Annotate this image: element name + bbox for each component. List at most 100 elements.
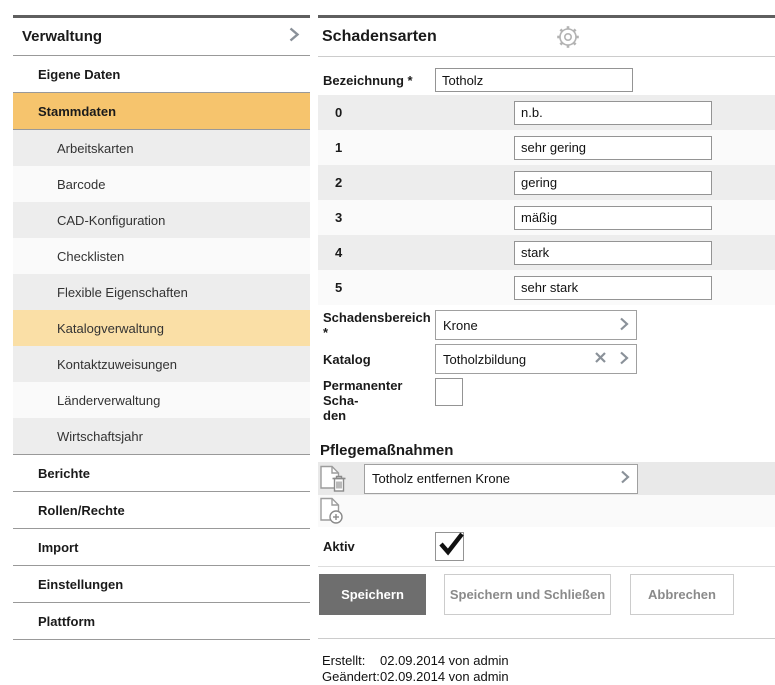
pflegemassnahme-row: Totholz entfernen Krone [318,462,775,495]
scale-level-label: 1 [335,140,343,155]
scale-0-input[interactable] [514,100,712,125]
created-row: Erstellt: 02.09.2014 von admin [322,653,775,669]
sidebar-item-rollen-rechte[interactable]: Rollen/Rechte [13,492,310,529]
permanenter-schaden-checkbox[interactable] [435,378,463,406]
sidebar-item-label: Einstellungen [38,576,124,592]
modified-label: Geändert: [322,669,380,684]
sidebar-item-berichte[interactable]: Berichte [13,455,310,492]
sidebar-item-import[interactable]: Import [13,529,310,566]
schadensbereich-row: Schadensbereich * Krone [318,310,775,340]
delete-document-icon[interactable] [319,464,349,494]
sidebar-item-label: Flexible Eigenschaften [57,284,188,300]
aktiv-checkbox[interactable] [435,531,464,561]
schadensbereich-select[interactable]: Krone [435,310,637,340]
pflegemassnahmen-header: Pflegemaßnahmen [320,442,454,459]
pflegemassnahme-value: Totholz entfernen Krone [372,471,511,486]
sidebar-item-label: Rollen/Rechte [38,502,125,518]
pflegemassnahme-select[interactable]: Totholz entfernen Krone [364,463,638,494]
sidebar-item-plattform[interactable]: Plattform [13,603,310,640]
page-title: Schadensarten [322,28,437,45]
sidebar-top-border [13,15,310,18]
sidebar-item-flexible-eigenschaften[interactable]: Flexible Eigenschaften [13,274,310,310]
sidebar-item-stammdaten[interactable]: Stammdaten [13,93,310,130]
sidebar-item-eigene-daten[interactable]: Eigene Daten [13,56,310,93]
bezeichnung-input[interactable] [435,68,633,92]
sidebar-item-label: Import [38,539,79,555]
katalog-value: Totholzbildung [443,351,527,367]
modified-row: Geändert: 02.09.2014 von admin [322,669,775,685]
clear-icon[interactable] [594,351,607,367]
permanenter-schaden-row: Permanenter Scha- den [318,378,775,423]
chevron-right-icon[interactable] [619,317,629,334]
panel-top-border [318,15,775,18]
sidebar-item-label: Barcode [57,176,106,192]
sidebar-item-laenderverwaltung[interactable]: Länderverwaltung [13,382,310,418]
pflegemassnahme-add-row [318,495,775,527]
panel-header: Schadensarten [318,18,775,57]
scale-row-4: 4 [318,235,775,270]
scale-5-input[interactable] [514,275,712,300]
chevron-right-icon[interactable] [619,351,629,368]
scale-row-0: 0 [318,95,775,130]
save-and-close-button[interactable]: Speichern und Schließen [444,574,611,615]
scale-level-label: 0 [335,105,343,120]
sidebar-item-label: Stammdaten [38,103,117,119]
sidebar-item-label: Eigene Daten [38,66,121,82]
schadensbereich-label: Schadensbereich * [323,310,431,340]
chevron-right-icon[interactable] [620,470,630,487]
sidebar-item-label: Checklisten [57,248,125,264]
created-label: Erstellt: [322,653,366,668]
sidebar-item-label: Kontaktzuweisungen [57,356,177,372]
permanenter-schaden-label: Permanenter Scha- den [323,378,403,423]
divider [318,566,775,567]
add-document-icon[interactable] [319,496,349,526]
scale-row-5: 5 [318,270,775,305]
sidebar-item-label: Plattform [38,613,96,629]
scale-2-input[interactable] [514,170,712,195]
katalog-label: Katalog [323,351,371,367]
scale-3-input[interactable] [514,205,712,230]
sidebar-item-checklisten[interactable]: Checklisten [13,238,310,274]
bezeichnung-row: Bezeichnung * [318,65,775,95]
scale-row-3: 3 [318,200,775,235]
audit-info: Erstellt: 02.09.2014 von admin Geändert:… [318,653,775,685]
modified-value: 02.09.2014 von admin [380,669,509,684]
sidebar-item-label: Katalogverwaltung [57,320,164,336]
scale-4-input[interactable] [514,240,712,265]
button-bar: Speichern Speichern und Schließen Abbrec… [318,574,775,615]
scale-level-label: 2 [335,175,343,190]
sidebar-item-katalogverwaltung[interactable]: Katalogverwaltung [13,310,310,346]
sidebar-item-label: Arbeitskarten [57,140,134,156]
aktiv-label: Aktiv [323,538,355,554]
aktiv-row: Aktiv [318,531,775,561]
sidebar: Verwaltung Eigene Daten Stammdaten Arbei… [13,15,310,640]
sidebar-header[interactable]: Verwaltung [13,18,310,56]
sidebar-item-cad-konfiguration[interactable]: CAD-Konfiguration [13,202,310,238]
bezeichnung-label: Bezeichnung * [323,72,413,88]
created-value: 02.09.2014 von admin [380,653,509,668]
scale-1-input[interactable] [514,135,712,160]
sidebar-item-einstellungen[interactable]: Einstellungen [13,566,310,603]
sidebar-title: Verwaltung [22,28,103,45]
scale-level-label: 5 [335,280,343,295]
gear-icon[interactable] [554,23,582,51]
sidebar-item-label: CAD-Konfiguration [57,212,166,228]
schadensbereich-value: Krone [443,317,478,333]
cancel-button[interactable]: Abbrechen [630,574,734,615]
katalog-row: Katalog Totholzbildung [318,344,775,374]
sidebar-item-barcode[interactable]: Barcode [13,166,310,202]
katalog-select[interactable]: Totholzbildung [435,344,637,374]
chevron-right-icon[interactable] [288,26,300,47]
main-panel: Schadensarten Bezeichnung * 0 1 2 [318,15,775,685]
sidebar-item-label: Berichte [38,465,91,481]
sidebar-item-kontaktzuweisungen[interactable]: Kontaktzuweisungen [13,346,310,382]
checkmark-icon [439,532,464,555]
sidebar-item-label: Länderverwaltung [57,392,161,408]
sidebar-item-arbeitskarten[interactable]: Arbeitskarten [13,130,310,166]
scale-row-1: 1 [318,130,775,165]
sidebar-item-label: Wirtschaftsjahr [57,428,143,444]
scale-level-label: 4 [335,245,343,260]
sidebar-item-wirtschaftsjahr[interactable]: Wirtschaftsjahr [13,418,310,455]
save-button[interactable]: Speichern [319,574,426,615]
divider [318,638,775,639]
